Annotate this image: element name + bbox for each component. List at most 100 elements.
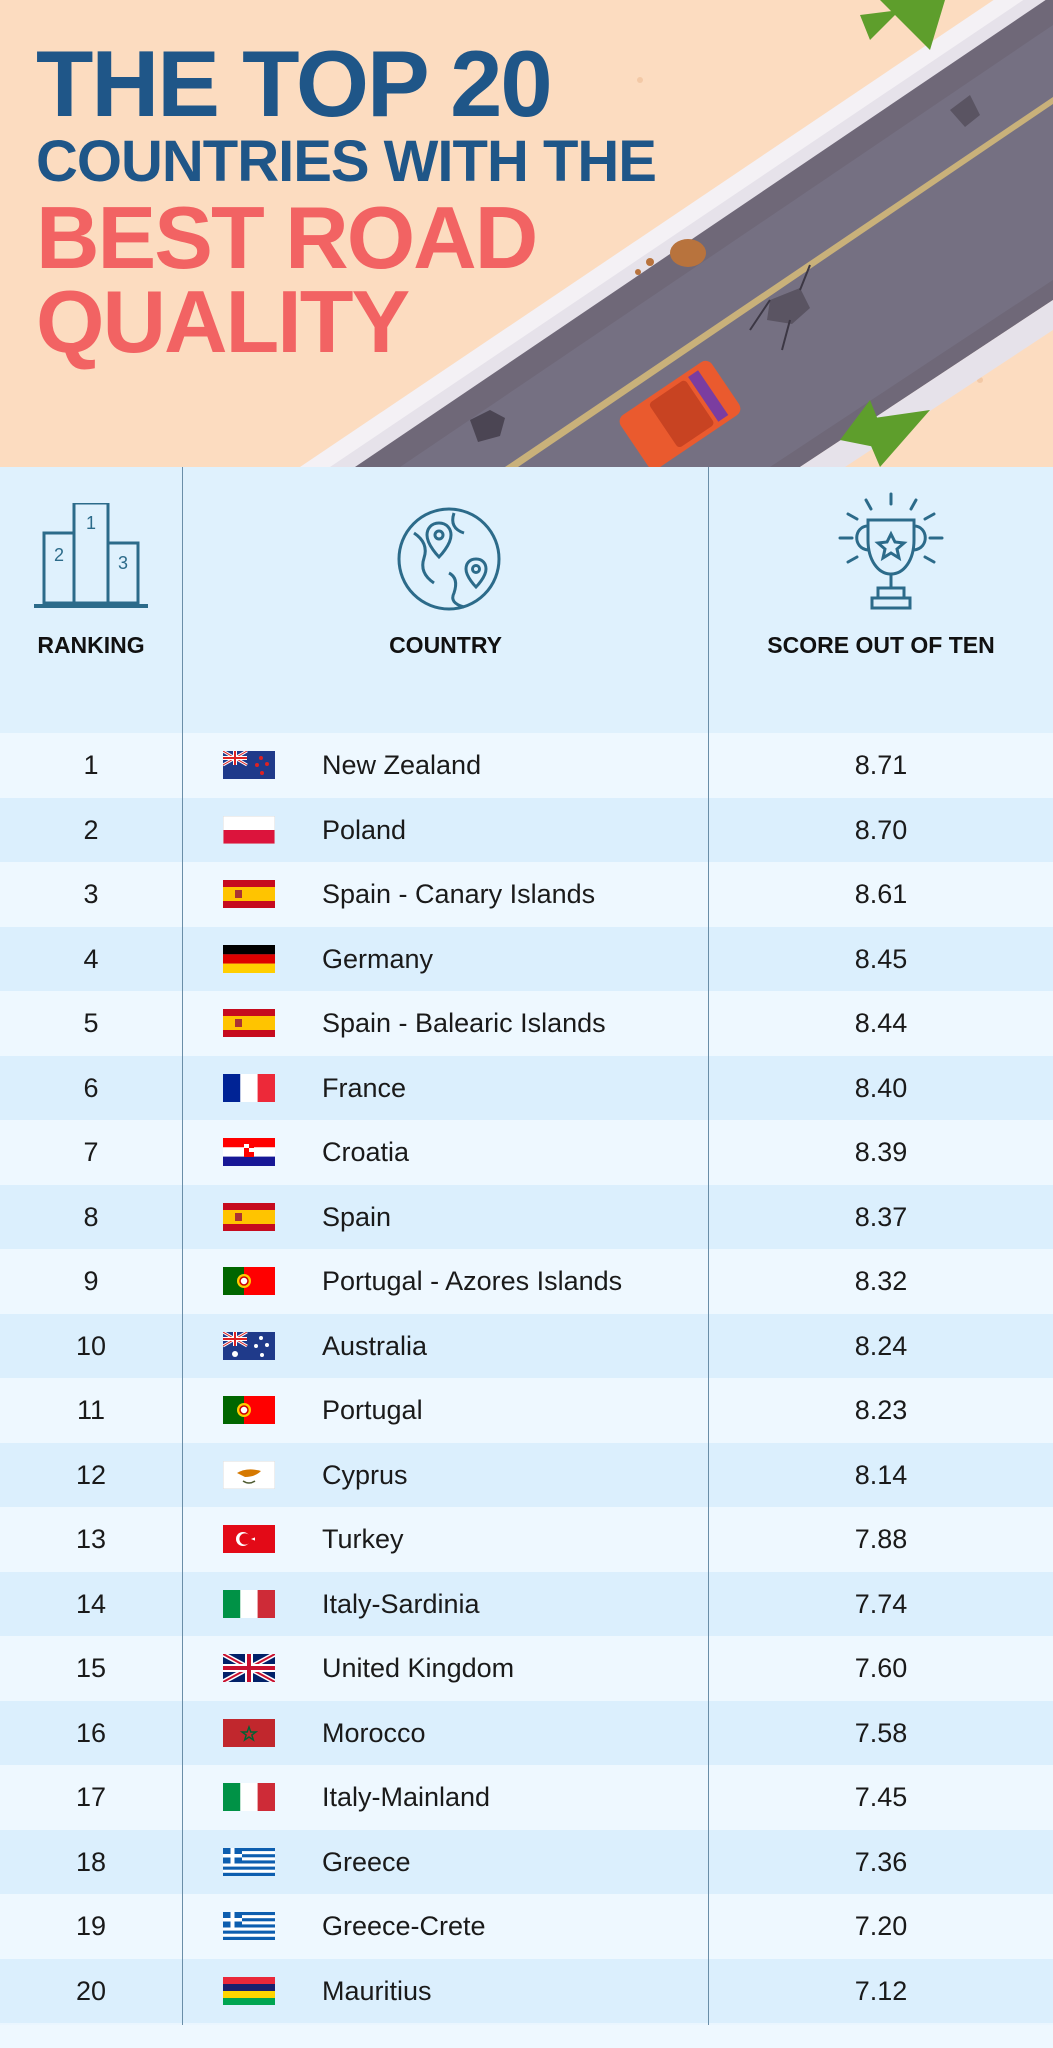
table-row: 20 Mauritius 7.12 (0, 1958, 1053, 2023)
score-cell: 7.88 (854, 1524, 908, 1554)
score-cell: 8.24 (854, 1330, 908, 1361)
table-row: 17 Italy-Mainland 7.45 (0, 1765, 1053, 1830)
spain-flag-icon (223, 1202, 275, 1231)
score-cell: 8.37 (854, 1201, 908, 1232)
country-cell: Italy-Mainland (322, 1782, 491, 1812)
country-cell: New Zealand (322, 750, 482, 780)
ranking-table: 1 New Zealand 8.71 2 Poland 8.70 3 Spain - Cana… (0, 733, 1053, 2023)
rank-cell: 20 (75, 1975, 107, 2006)
rank-cell: 15 (75, 1653, 107, 1683)
title-banner: THE TOP 20 COUNTRIES WITH THE BEST ROAD … (0, 0, 1053, 467)
rank-cell: 4 (83, 943, 99, 974)
table-row: 16 Morocco 7.58 (0, 1700, 1053, 1765)
score-cell: 7.60 (854, 1653, 908, 1683)
rank-cell: 11 (76, 1395, 106, 1425)
podium-icon: 2 1 3 (34, 503, 148, 608)
country-cell: Cyprus (322, 1459, 408, 1490)
table-row: 9 Portugal - Azores Islands 8.32 (0, 1249, 1053, 1314)
rank-cell: 6 (83, 1072, 99, 1103)
uk-flag-icon (223, 1654, 275, 1682)
score-cell: 8.71 (854, 750, 908, 780)
rank-cell: 1 (83, 750, 99, 780)
svg-text:1: 1 (86, 513, 96, 533)
rank-cell: 16 (75, 1717, 107, 1748)
score-cell: 8.23 (854, 1395, 908, 1425)
table-row: 14 Italy-Sardinia 7.74 (0, 1571, 1053, 1636)
greece-flag-icon (223, 1912, 275, 1940)
score-cell: 8.61 (854, 879, 908, 909)
turkey-flag-icon (223, 1525, 275, 1553)
table-row: 5 Spain - Balearic Islands 8.44 (0, 991, 1053, 1056)
country-header: COUNTRY (389, 632, 502, 658)
table-row: 19 Greece-Crete 7.20 (0, 1894, 1053, 1959)
table-row: 18 Greece 7.36 (0, 1829, 1053, 1894)
country-cell: Spain - Canary Islands (322, 879, 596, 909)
title-line-2: COUNTRIES WITH THE (36, 129, 657, 194)
rank-cell: 17 (75, 1782, 107, 1812)
country-cell: Mauritius (322, 1975, 432, 2006)
road-illustration (300, 0, 1053, 467)
rank-cell: 18 (75, 1846, 107, 1877)
table-row: 8 Spain 8.37 (0, 1184, 1053, 1249)
score-cell: 8.32 (854, 1266, 908, 1296)
table-row: 12 Cyprus 8.14 (0, 1442, 1053, 1507)
croatia-flag-icon (223, 1138, 275, 1166)
score-cell: 8.45 (854, 943, 908, 974)
rank-cell: 8 (83, 1201, 99, 1232)
rank-cell: 10 (75, 1330, 107, 1361)
france-flag-icon (223, 1073, 275, 1102)
rank-cell: 9 (83, 1266, 99, 1296)
rank-cell: 2 (83, 814, 99, 845)
table-row: 6 France 8.40 (0, 1055, 1053, 1120)
ranking-header: RANKING (37, 632, 145, 658)
greece-flag-icon (223, 1847, 275, 1876)
svg-text:3: 3 (118, 553, 128, 573)
country-cell: Greece (322, 1846, 411, 1877)
cyprus-flag-icon (223, 1460, 275, 1489)
table-row: 11 Portugal 8.23 (0, 1378, 1053, 1443)
score-cell: 7.45 (854, 1782, 908, 1812)
score-header: SCORE OUT OF TEN (767, 632, 995, 658)
table-row: 4 Germany 8.45 (0, 926, 1053, 991)
rank-cell: 14 (75, 1588, 107, 1619)
country-cell: Greece-Crete (322, 1911, 486, 1941)
country-cell: Turkey (322, 1524, 404, 1554)
score-cell: 7.36 (854, 1846, 908, 1877)
italy-flag-icon (223, 1783, 275, 1811)
country-cell: United Kingdom (322, 1653, 515, 1683)
globe-icon (397, 507, 501, 611)
table-row: 15 United Kingdom 7.60 (0, 1636, 1053, 1701)
country-cell: Germany (322, 943, 434, 974)
table-row: 13 Turkey 7.88 (0, 1507, 1053, 1572)
title-line-4: QUALITY (36, 272, 410, 371)
table-row: 1 New Zealand 8.71 (0, 733, 1053, 798)
score-cell: 7.12 (854, 1975, 908, 2006)
poland-flag-icon (223, 815, 275, 844)
morocco-flag-icon (223, 1718, 275, 1747)
country-cell: Portugal (322, 1395, 423, 1425)
score-cell: 7.58 (854, 1717, 908, 1748)
rank-cell: 13 (75, 1524, 107, 1554)
new-zealand-flag-icon (223, 751, 275, 779)
country-cell: Croatia (322, 1137, 410, 1167)
portugal-flag-icon (223, 1267, 275, 1295)
rank-cell: 12 (75, 1459, 107, 1490)
table-header (0, 467, 1053, 733)
score-cell: 7.74 (854, 1588, 908, 1619)
mauritius-flag-icon (223, 1976, 275, 2005)
country-cell: Spain (322, 1201, 392, 1232)
column-divider (182, 467, 183, 2025)
rank-cell: 19 (75, 1911, 107, 1941)
table-footer-strip (0, 2025, 1053, 2048)
country-cell: Australia (322, 1330, 428, 1361)
italy-flag-icon (223, 1589, 275, 1618)
portugal-flag-icon (223, 1396, 275, 1424)
title-line-1: THE TOP 20 (36, 31, 553, 136)
country-cell: Poland (322, 814, 407, 845)
table-row: 7 Croatia 8.39 (0, 1120, 1053, 1185)
country-cell: Spain - Balearic Islands (322, 1008, 606, 1038)
rank-cell: 5 (83, 1008, 99, 1038)
score-cell: 8.40 (854, 1072, 908, 1103)
australia-flag-icon (223, 1331, 275, 1360)
title-line-3: BEST ROAD (36, 188, 538, 287)
